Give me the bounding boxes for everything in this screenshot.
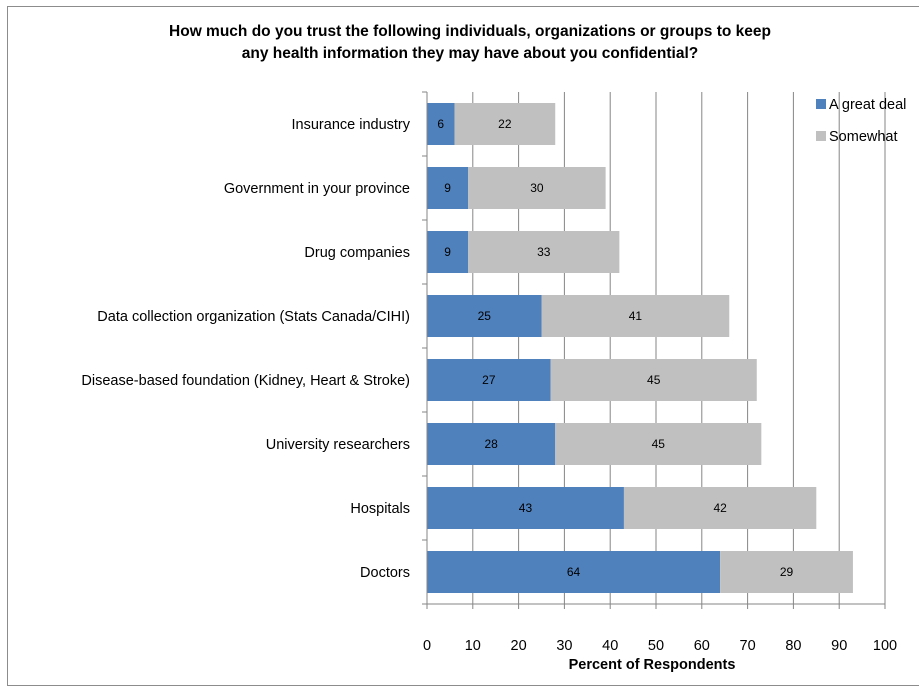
data-label-great-deal-6: 43 [519,501,533,515]
bar-somewhat-2 [468,231,620,273]
data-label-great-deal-2: 9 [444,245,451,259]
bar-great-deal-3 [427,295,542,337]
legend: A great deal Somewhat [816,97,906,145]
chart-title: How much do you trust the following indi… [60,21,880,65]
x-tick-label-100: 100 [873,638,897,654]
bar-great-deal-4 [427,359,551,401]
x-tick-label-40: 40 [602,638,618,654]
x-tick-label-60: 60 [694,638,710,654]
legend-swatch-1 [816,131,826,141]
category-label-1: Government in your province [224,181,410,197]
bar-somewhat-4 [550,359,757,401]
x-tick-label-30: 30 [556,638,572,654]
x-tick-label-0: 0 [423,638,431,654]
bar-somewhat-1 [468,167,606,209]
bars [427,103,853,593]
x-tick-label-90: 90 [831,638,847,654]
bar-great-deal-1 [427,167,469,209]
legend-swatch-0 [816,99,826,109]
data-label-great-deal-0: 6 [437,117,444,131]
x-tick-label-10: 10 [465,638,481,654]
x-tick-label-80: 80 [785,638,801,654]
data-label-somewhat-6: 42 [713,501,727,515]
category-label-2: Drug companies [304,245,410,261]
category-label-7: Doctors [360,565,410,581]
bar-somewhat-7 [720,551,853,593]
x-axis-title: Percent of Respondents [569,657,736,673]
legend-label-0: A great deal [829,97,906,113]
data-label-somewhat-5: 45 [652,437,666,451]
bar-somewhat-5 [555,423,762,465]
data-label-great-deal-7: 64 [567,565,581,579]
bar-great-deal-7 [427,551,721,593]
category-label-6: Hospitals [350,501,410,517]
bar-somewhat-3 [541,295,730,337]
x-tick-label-20: 20 [511,638,527,654]
category-label-3: Data collection organization (Stats Cana… [97,309,410,325]
chart-title-line-2: any health information they may have abo… [241,45,699,62]
chart-title-line-1: How much do you trust the following indi… [169,23,771,40]
data-label-somewhat-4: 45 [647,373,661,387]
data-label-somewhat-2: 33 [537,245,551,259]
legend-label-1: Somewhat [829,129,898,145]
data-label-great-deal-3: 25 [478,309,492,323]
bar-great-deal-2 [427,231,469,273]
axes [422,91,886,609]
data-label-great-deal-4: 27 [482,373,496,387]
data-label-somewhat-1: 30 [530,181,544,195]
bar-somewhat-0 [454,103,556,145]
bar-great-deal-6 [427,487,624,529]
labels: 0 10 20 30 40 50 60 70 80 90 100 6 22 Insurance indus… [81,117,897,654]
data-label-great-deal-1: 9 [444,181,451,195]
data-label-great-deal-5: 28 [484,437,498,451]
bar-great-deal-5 [427,423,556,465]
data-label-somewhat-3: 41 [629,309,643,323]
category-label-5: University researchers [266,437,410,453]
category-label-4: Disease-based foundation (Kidney, Heart … [81,373,410,389]
x-tick-label-50: 50 [648,638,664,654]
bar-somewhat-6 [623,487,817,529]
category-label-0: Insurance industry [292,117,411,133]
bar-great-deal-0 [427,103,455,145]
x-tick-label-70: 70 [740,638,756,654]
data-label-somewhat-0: 22 [498,117,512,131]
data-label-somewhat-7: 29 [780,565,794,579]
